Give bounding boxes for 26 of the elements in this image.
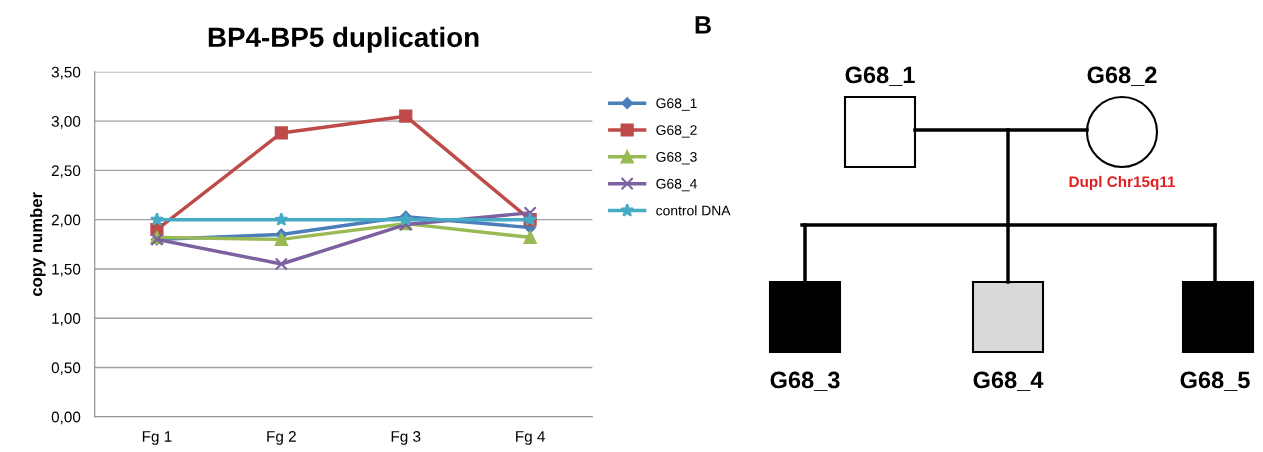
text: B [695,16,711,34]
text: G68_3 [770,371,840,391]
x-tick-label: Fg 3 [391,431,421,445]
x-tick-label: Fg 1 [142,431,172,445]
chart-title: BP4-BP5 duplication [208,26,479,53]
y-tick-label: 1,00 [52,313,81,326]
legend-label: G68_4 [656,178,697,192]
legend-label: G68_1 [656,98,697,111]
text: G68_5 [1180,371,1250,391]
y-tick-label: 2,00 [51,214,81,228]
x-tick-label: Fg 2 [267,431,296,445]
text: G68_2 [1087,66,1157,86]
text: Dupl Chr15q11 [1069,175,1176,191]
y-tick-label: 0,00 [51,411,81,425]
legend-label: control DNA [656,205,731,216]
y-tick-label: 3,00 [51,116,81,129]
y-axis-title: copy number [30,192,46,296]
x-tick-label: Fg 4 [516,431,545,445]
y-tick-label: 2,50 [51,165,81,178]
legend-label: G68_2 [656,125,697,138]
y-tick-label: 1,50 [52,263,81,277]
legend-label: G68_3 [656,151,697,165]
text: G68_1 [845,66,915,86]
y-tick-label: 0,50 [51,362,81,375]
text: G68_4 [973,371,1044,391]
y-tick-label: 3,50 [51,66,81,80]
